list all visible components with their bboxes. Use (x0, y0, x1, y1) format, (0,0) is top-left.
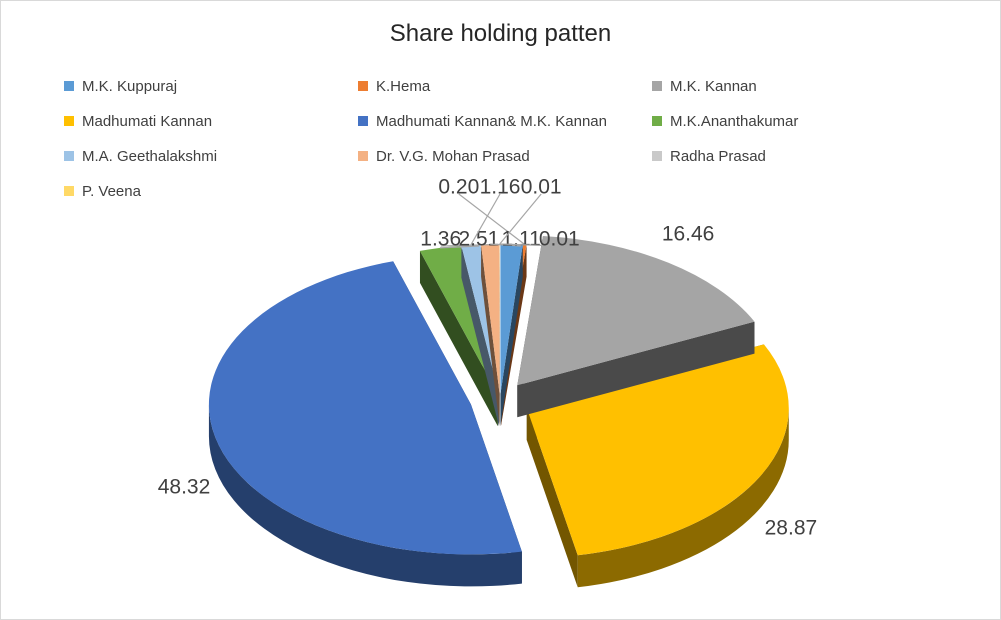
legend-item-madhumati-kannan: Madhumati Kannan (64, 111, 212, 131)
legend-swatch (358, 116, 368, 126)
pie-slice-m-k-kuppuraj (500, 244, 523, 427)
pie-slice-top (481, 244, 500, 395)
pie-slice-wall (481, 244, 500, 427)
leader-line (458, 193, 526, 246)
legend-swatch (652, 116, 662, 126)
legend-swatch (652, 81, 662, 91)
pie-slice-wall (526, 408, 578, 588)
pie-slice-madhumati-kannan-m-k-kannan (208, 261, 522, 587)
data-label-dr-v-g-mohan-prasad: 1.11 (501, 228, 540, 251)
legend-swatch (652, 151, 662, 161)
legend-swatch (64, 186, 74, 196)
pie-slice-side (577, 408, 789, 588)
leader-line (499, 243, 560, 247)
data-label-m-a-geethalakshmi: 1.16 (480, 176, 521, 199)
data-label-madhumati-kannan-m-k-kannan: 48.32 (158, 475, 211, 498)
data-label-m-k-ananthakumar: 2.51 (458, 228, 499, 251)
leader-line (439, 245, 479, 249)
legend-item-m-k-kannan: M.K. Kannan (652, 76, 757, 96)
pie-slice-wall (517, 321, 755, 418)
legend-item-m-k-kuppuraj: M.K. Kuppuraj (64, 76, 177, 96)
legend-label: Dr. V.G. Mohan Prasad (376, 147, 530, 165)
legend-label: P. Veena (82, 182, 141, 200)
data-label-p-veena: 0.01 (539, 228, 580, 251)
legend-item-p-veena: P. Veena (64, 181, 141, 201)
legend-item-m-a-geethalakshmi: M.A. Geethalakshmi (64, 146, 217, 166)
pie-slice-side (208, 404, 522, 587)
pie-slice-top (461, 244, 499, 395)
legend-label: Madhumati Kannan& M.K. Kannan (376, 112, 607, 130)
legend: M.K. Kuppuraj K.Hema M.K. Kannan Madhumati … (0, 0, 1001, 210)
data-label-m-k-kuppuraj: 1.36 (420, 228, 461, 251)
data-labels: 1.360.2016.4628.8748.322.511.161.110.010… (158, 176, 817, 540)
legend-item-radha-prasad: Radha Prasad (652, 146, 766, 166)
leader-line (499, 193, 542, 245)
data-label-radha-prasad: 0.01 (521, 176, 562, 199)
pie-slice-m-k-kannan (517, 236, 755, 418)
legend-swatch (64, 116, 74, 126)
data-label-madhumati-kannan: 28.87 (765, 517, 818, 540)
pie-slice-top (419, 245, 498, 395)
legend-swatch (64, 151, 74, 161)
legend-label: Radha Prasad (670, 147, 766, 165)
pie-slice-top (500, 244, 523, 395)
legend-item-madhumati-kannan-m-k-kannan: Madhumati Kannan& M.K. Kannan (358, 111, 607, 131)
pie-slice-wall (419, 250, 498, 427)
leader-line (490, 243, 522, 247)
chart-title: Share holding patten (389, 20, 612, 47)
legend-label: Madhumati Kannan (82, 112, 213, 130)
pie-slice-wall (500, 244, 523, 427)
pie-slice-dr-v-g-mohan-prasad (481, 244, 500, 427)
legend-label: M.K. Kuppuraj (82, 77, 178, 95)
legend-label: M.A. Geethalakshmi (82, 147, 218, 165)
legend-label: K.Hema (376, 77, 431, 95)
legend-swatch (64, 81, 74, 91)
legend-label: M.K. Kannan (670, 77, 757, 95)
leader-line (470, 193, 501, 246)
legend-item-k-hema: K.Hema (358, 76, 430, 96)
pie-slice-top (208, 261, 522, 555)
legend-item-dr-v-g-mohan-prasad: Dr. V.G. Mohan Prasad (358, 146, 530, 166)
legend-swatch (358, 151, 368, 161)
data-label-k-hema: 0.20 (438, 176, 479, 199)
legend-label: M.K.Ananthakumar (670, 112, 799, 130)
pie-slice-top (517, 236, 755, 386)
legend-swatch (358, 81, 368, 91)
legend-item-m-k-ananthakumar: M.K.Ananthakumar (652, 111, 798, 131)
pie-slice-wall (461, 245, 499, 427)
data-label-m-k-kannan: 16.46 (662, 223, 715, 246)
